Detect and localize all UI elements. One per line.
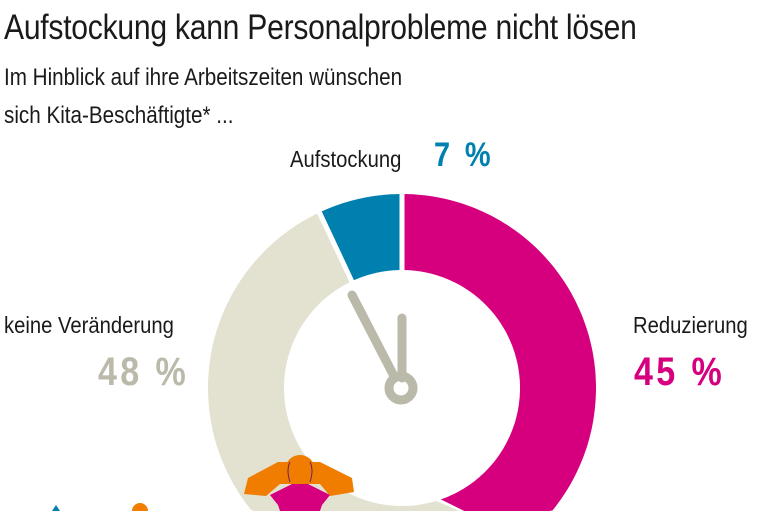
donut-slice-keine-veränderung xyxy=(208,213,460,511)
value-keine-veraenderung: 48 % xyxy=(98,350,190,394)
clock-hands-icon xyxy=(347,290,418,405)
decorative-blue-shape xyxy=(52,505,60,511)
value-reduzierung: 45 % xyxy=(634,350,726,394)
label-aufstockung: Aufstockung xyxy=(290,146,402,172)
donut-slice-aufstockung xyxy=(321,194,400,281)
person-figure-icon xyxy=(244,455,354,511)
value-aufstockung: 7 % xyxy=(434,136,495,174)
decorative-orange-shape xyxy=(132,503,148,511)
chart-subtitle-line1: Im Hinblick auf ihre Arbeitszeiten wünsc… xyxy=(4,64,403,91)
chart-title: Aufstockung kann Personalprobleme nicht … xyxy=(4,8,637,47)
label-reduzierung: Reduzierung xyxy=(633,312,748,338)
chart-subtitle-line2: sich Kita-Beschäftigte* ... xyxy=(4,102,234,129)
donut-slice-reduzierung xyxy=(404,194,596,511)
label-keine-veraenderung: keine Veränderung xyxy=(4,312,174,338)
